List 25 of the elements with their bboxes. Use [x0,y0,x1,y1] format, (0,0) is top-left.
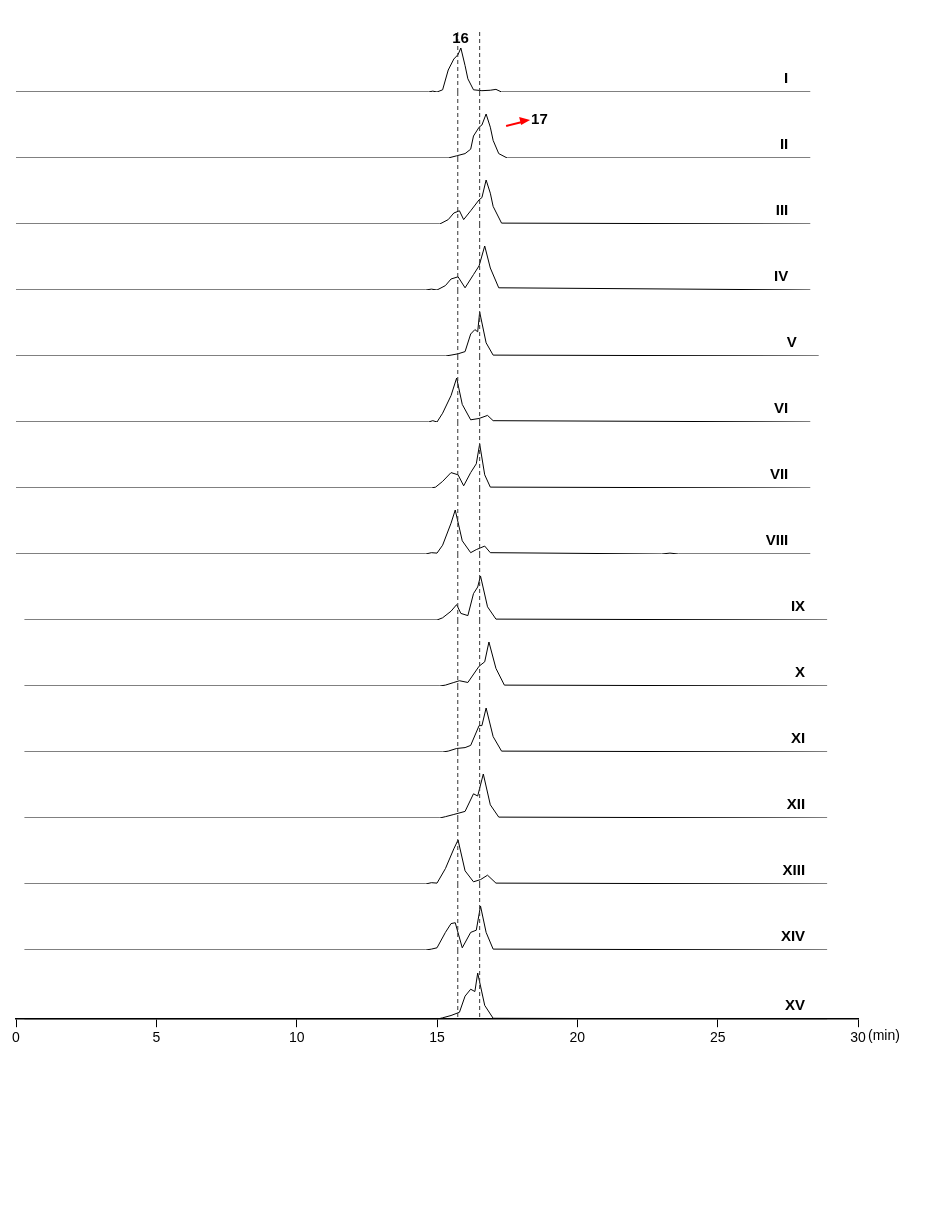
series-label: III [775,200,789,218]
series-label: VIII [765,530,789,548]
x-tick-label: 10 [288,1029,305,1046]
x-tick-label: 5 [152,1029,161,1046]
series-label: X [795,662,806,680]
x-tick-label: 25 [709,1029,726,1046]
series-label: VII [769,464,789,482]
annotation: 16 [452,28,469,46]
x-axis-title: (min) [868,1027,900,1044]
series-label: XV [785,995,806,1013]
series-label: IV [774,266,789,284]
series-label: XI [790,728,806,746]
x-tick-label: 0 [12,1029,21,1046]
series-label: XIV [780,926,806,944]
series-label: II [779,134,789,152]
x-tick-label: 30 [850,1029,866,1046]
series-label: I [784,68,789,86]
annotation: 17 [531,110,548,128]
series-label: VI [774,398,789,416]
x-tick-label: 20 [569,1029,586,1046]
x-tick-label: 15 [429,1029,445,1046]
series-label: V [786,332,797,350]
series-label: IX [790,596,806,614]
series-label: XIII [782,860,806,878]
series-label: XII [786,794,806,812]
